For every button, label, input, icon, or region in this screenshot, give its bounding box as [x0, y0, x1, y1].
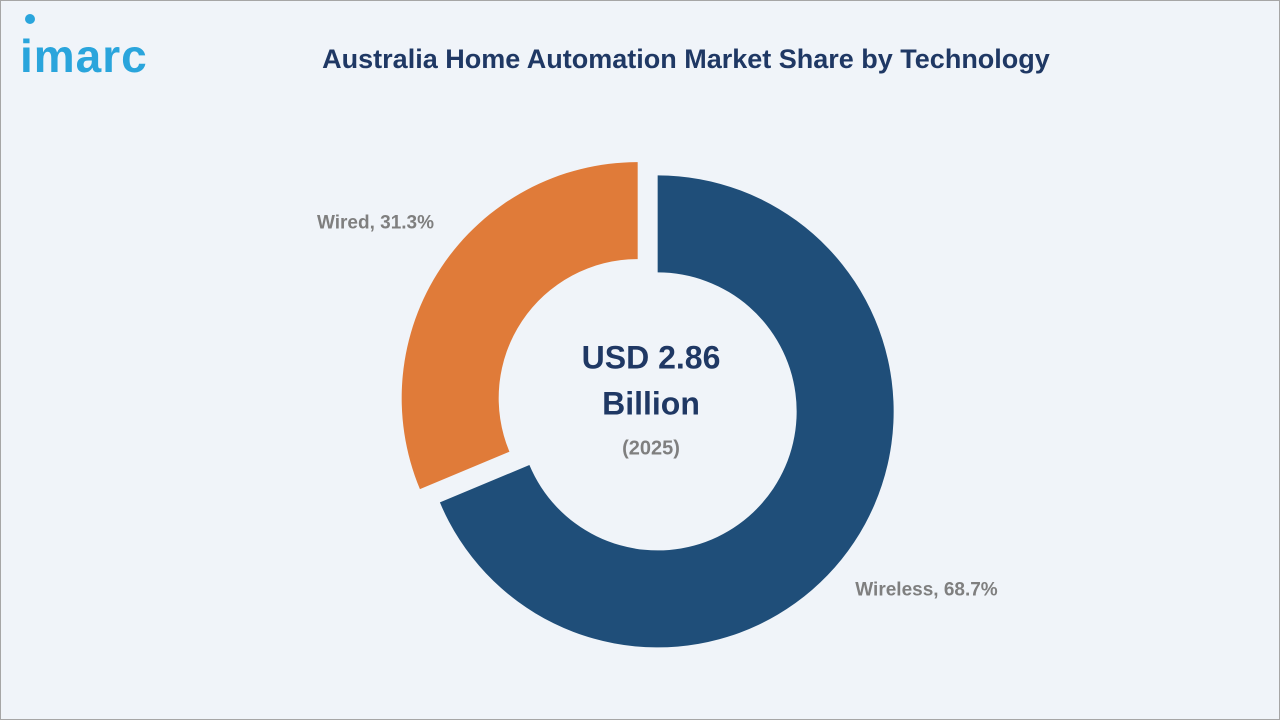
- donut-segment: [439, 175, 894, 648]
- center-year: (2025): [622, 437, 680, 459]
- donut: [401, 162, 894, 648]
- data-label: Wireless, 68.7%: [855, 579, 998, 600]
- chart-title: Australia Home Automation Market Share b…: [322, 44, 1050, 74]
- data-label: Wired, 31.3%: [317, 213, 434, 234]
- donut-segment: [401, 162, 638, 490]
- logo-dot: [25, 14, 35, 24]
- center-unit: Billion: [602, 385, 700, 421]
- center-value: USD 2.86: [582, 339, 721, 375]
- logo: imarc: [20, 30, 148, 82]
